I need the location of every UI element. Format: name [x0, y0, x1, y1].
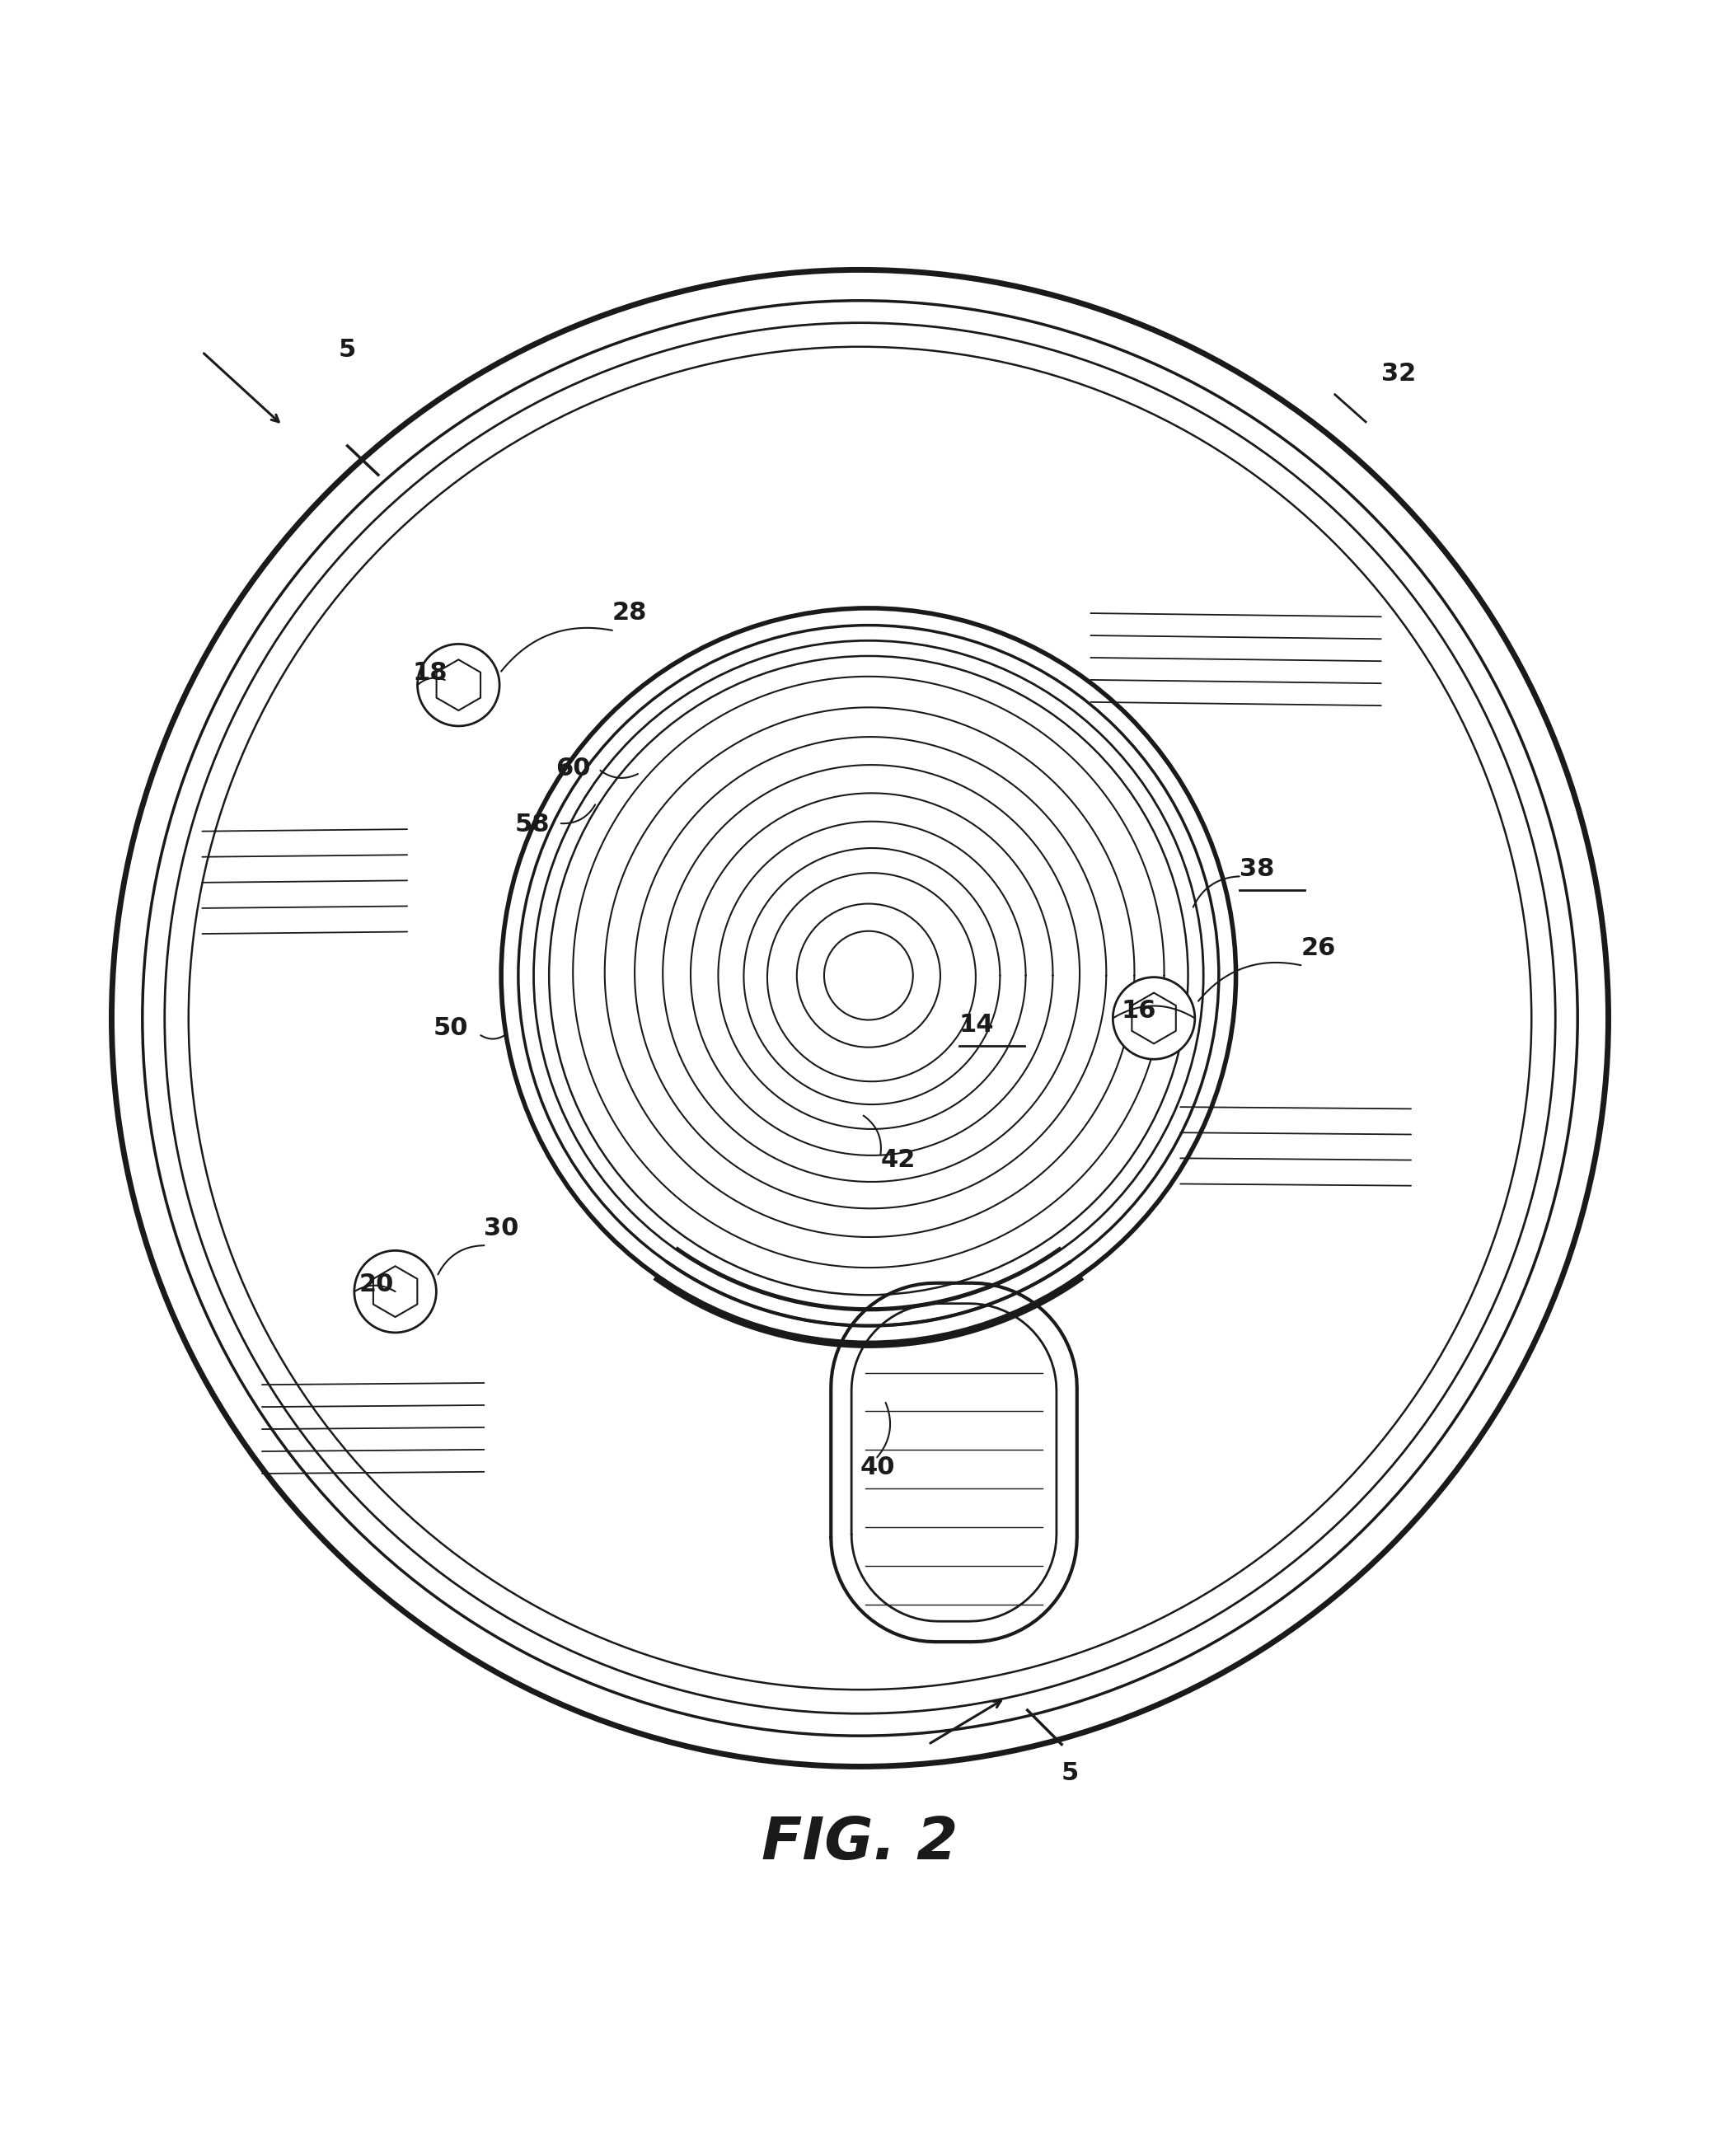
- Text: 38: 38: [1240, 858, 1275, 882]
- Circle shape: [418, 645, 499, 727]
- Text: 60: 60: [556, 757, 592, 780]
- Text: 14: 14: [960, 1013, 994, 1037]
- Text: 42: 42: [881, 1147, 915, 1173]
- Circle shape: [354, 1250, 437, 1332]
- Text: 18: 18: [413, 662, 447, 686]
- Circle shape: [1113, 977, 1195, 1059]
- Text: 5: 5: [339, 338, 356, 362]
- Text: 50: 50: [433, 1015, 468, 1039]
- Text: 26: 26: [1300, 936, 1336, 959]
- Text: 58: 58: [514, 813, 550, 837]
- Text: FIG. 2: FIG. 2: [762, 1815, 958, 1871]
- Text: 5: 5: [1061, 1761, 1078, 1785]
- Circle shape: [552, 660, 1185, 1291]
- Text: 32: 32: [1381, 362, 1416, 386]
- Text: 30: 30: [483, 1216, 519, 1240]
- Text: 28: 28: [612, 602, 647, 625]
- Text: 16: 16: [1121, 998, 1156, 1024]
- Text: 40: 40: [860, 1455, 894, 1479]
- Text: 20: 20: [359, 1272, 394, 1296]
